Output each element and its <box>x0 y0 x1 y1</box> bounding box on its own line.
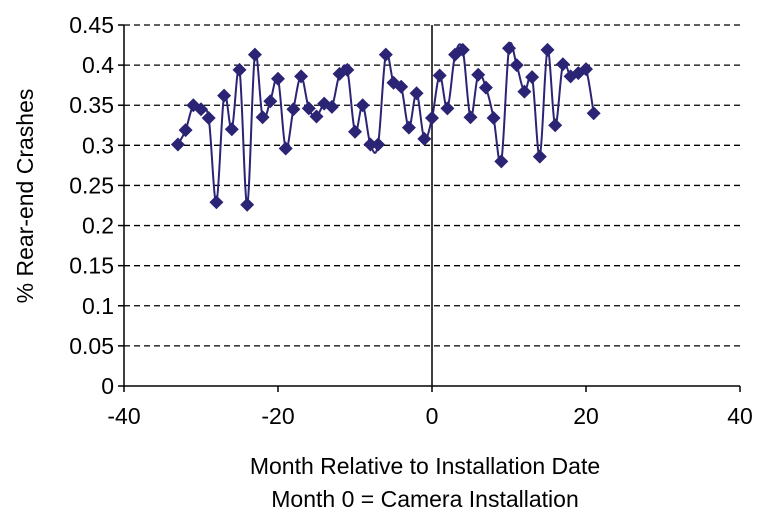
data-point-marker <box>509 58 524 73</box>
y-axis-ticks: 0 0.05 0.1 0.15 0.2 0.25 0.3 0.35 0.4 0.45 <box>69 12 124 399</box>
data-point-marker <box>324 99 339 114</box>
data-point-marker <box>471 67 486 82</box>
series-markers <box>170 41 601 212</box>
x-tick-label: 0 <box>426 403 439 429</box>
y-tick-label: 0.25 <box>69 172 114 198</box>
data-point-marker <box>409 86 424 101</box>
data-point-marker <box>525 70 540 85</box>
data-point-marker <box>378 47 393 62</box>
data-point-marker <box>217 88 232 103</box>
x-tick-label: -40 <box>107 403 140 429</box>
y-tick-label: 0.45 <box>69 12 114 38</box>
data-point-marker <box>309 109 324 124</box>
x-axis-title: Month Relative to Installation Date <box>250 453 600 479</box>
data-point-marker <box>401 120 416 135</box>
data-point-marker <box>548 118 563 133</box>
x-tick-label: 20 <box>573 403 599 429</box>
data-point-marker <box>440 101 455 116</box>
data-point-marker <box>555 57 570 72</box>
data-point-marker <box>301 101 316 116</box>
data-point-marker <box>455 42 470 57</box>
data-point-marker <box>232 62 247 77</box>
data-point-marker <box>271 71 285 86</box>
y-axis-title: % Rear-end Crashes <box>12 89 38 304</box>
data-point-marker <box>463 110 478 125</box>
data-point-marker <box>355 98 370 113</box>
data-point-marker <box>478 80 493 95</box>
data-point-marker <box>348 124 362 139</box>
y-tick-label: 0.15 <box>69 253 114 279</box>
data-point-marker <box>394 79 409 94</box>
data-point-marker <box>247 47 262 62</box>
data-point-marker <box>417 131 432 146</box>
data-point-marker <box>579 62 593 77</box>
x-axis-ticks: -40 -20 0 20 40 <box>107 386 753 429</box>
x-tick-label: 40 <box>727 403 753 429</box>
data-point-marker <box>586 106 601 121</box>
data-point-marker <box>340 62 355 77</box>
data-point-marker <box>278 141 293 156</box>
data-point-marker <box>486 111 501 126</box>
x-tick-label: -20 <box>261 403 294 429</box>
data-point-marker <box>209 195 224 210</box>
y-tick-label: 0.1 <box>82 293 114 319</box>
series-rear-end-crashes <box>170 41 601 212</box>
data-point-marker <box>294 69 309 84</box>
y-tick-label: 0 <box>101 373 114 399</box>
data-point-marker <box>170 137 185 152</box>
y-tick-label: 0.35 <box>69 92 114 118</box>
data-point-marker <box>363 137 378 152</box>
data-point-marker <box>425 111 439 126</box>
data-point-marker <box>255 110 270 125</box>
data-point-marker <box>371 137 386 152</box>
y-tick-label: 0.05 <box>69 333 114 359</box>
y-tick-label: 0.2 <box>82 213 114 239</box>
y-tick-label: 0.4 <box>82 52 114 78</box>
data-point-marker <box>532 149 547 164</box>
data-point-marker <box>517 84 532 99</box>
data-point-marker <box>540 42 555 57</box>
data-point-marker <box>494 154 509 169</box>
data-point-marker <box>263 94 278 109</box>
data-point-marker <box>178 123 193 138</box>
data-point-marker <box>240 197 255 212</box>
x-axis-subtitle: Month 0 = Camera Installation <box>271 486 578 512</box>
data-point-marker <box>502 41 516 56</box>
data-point-marker <box>224 122 239 137</box>
data-point-marker <box>286 102 301 117</box>
data-point-marker <box>201 111 216 126</box>
data-point-marker <box>194 102 208 117</box>
y-tick-label: 0.3 <box>82 132 114 158</box>
data-point-marker <box>432 68 447 83</box>
